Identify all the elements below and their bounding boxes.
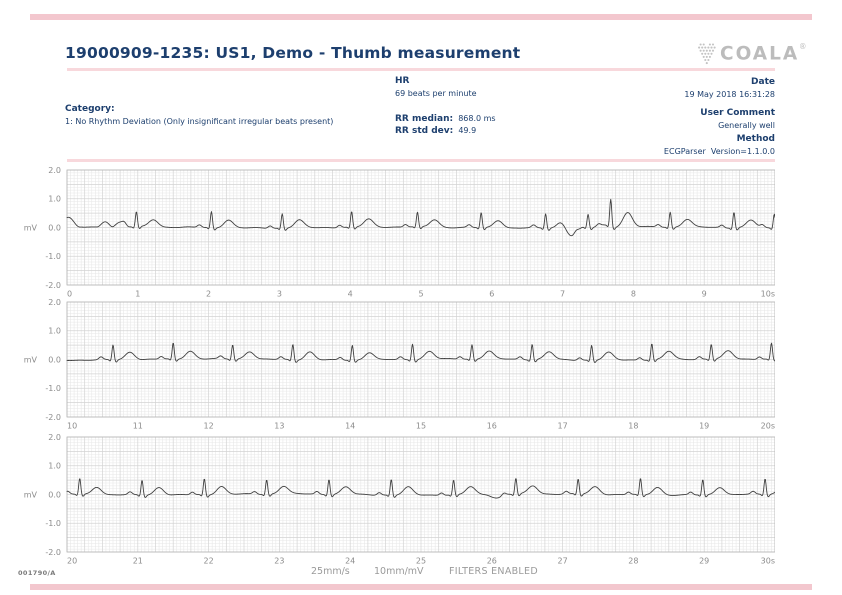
y-tick-label: -2.0 (45, 413, 61, 422)
x-tick-label: 5 (418, 290, 423, 299)
ecg-trace (66, 342, 775, 363)
ecg-strip-2: 10 11 12 13 14 15 16 17 18 19 20s 2.0 1.0 0.0 -1.0 -2.0… (21, 297, 775, 435)
x-tick-label: 21 (133, 557, 143, 566)
method-label: Method (736, 134, 775, 144)
y-tick-label: -1.0 (45, 384, 61, 393)
x-tick-label: 29 (699, 557, 709, 566)
paper-speed-label: 25mm/s (311, 566, 350, 577)
y-axis-unit-label: mV (24, 355, 38, 364)
ecg-trace (66, 478, 775, 499)
registered-trademark-icon: ® (799, 42, 807, 51)
x-tick-label: 15 (416, 422, 426, 431)
date-label: Date (751, 77, 775, 87)
bottom-accent-bar (30, 584, 812, 590)
y-tick-label: 0.0 (48, 490, 61, 499)
x-tick-label: 28 (628, 557, 638, 566)
x-tick-label: 6 (489, 290, 494, 299)
coala-heart-icon (698, 43, 716, 65)
x-tick-label: 19 (699, 422, 709, 431)
x-tick-label: 20s (761, 422, 775, 431)
y-tick-label: 0.0 (48, 223, 61, 232)
y-axis-unit-label: mV (24, 490, 38, 499)
x-tick-label: 20 (67, 557, 77, 566)
y-tick-label: 2.0 (48, 166, 61, 175)
coala-logo-graphic: COALA ® (698, 42, 807, 65)
y-tick-label: -2.0 (45, 548, 61, 557)
x-tick-label: 4 (348, 290, 353, 299)
plot-border (66, 301, 775, 418)
x-tick-label: 27 (558, 557, 568, 566)
x-tick-label: 11 (133, 422, 143, 431)
header-divider (67, 68, 775, 71)
x-tick-label: 26 (487, 557, 497, 566)
hr-value: 69 beats per minute (395, 89, 477, 98)
y-tick-label: -1.0 (45, 252, 61, 261)
y-tick-label: 1.0 (48, 195, 61, 204)
document-number: 001790/A (18, 569, 56, 577)
coala-logo: COALA ® (696, 40, 808, 70)
y-tick-label: 1.0 (48, 327, 61, 336)
rr-median-label: RR median: (395, 114, 454, 124)
y-tick-label: -2.0 (45, 281, 61, 290)
x-tick-label: 12 (204, 422, 214, 431)
method-value: ECGParser Version=1.1.0.0 (663, 147, 775, 156)
plot-border (66, 436, 775, 553)
x-tick-label: 13 (274, 422, 284, 431)
x-tick-label: 25 (416, 557, 426, 566)
x-tick-label: 16 (487, 422, 497, 431)
filters-status-label: FILTERS ENABLED (449, 566, 538, 577)
x-tick-label: 10s (761, 290, 775, 299)
x-tick-label: 10 (67, 422, 77, 431)
category-value: 1: No Rhythm Deviation (Only insignifica… (65, 117, 334, 126)
rr-median-value: 868.0 ms (458, 114, 496, 123)
y-tick-label: -1.0 (45, 519, 61, 528)
x-tick-label: 9 (702, 290, 707, 299)
y-tick-label: 2.0 (48, 298, 61, 307)
ecg-strip-2-svg: 10 11 12 13 14 15 16 17 18 19 20s 2.0 1.0 0.0 -1.0 -2.0… (24, 298, 775, 431)
y-axis-unit-label: mV (24, 223, 38, 232)
y-tick-label: 0.0 (48, 355, 61, 364)
x-tick-label: 3 (277, 290, 282, 299)
x-tick-label: 24 (345, 557, 355, 566)
x-tick-label: 1 (135, 290, 140, 299)
info-divider (67, 159, 775, 162)
ecg-grid-major (66, 301, 775, 418)
x-tick-label: 14 (345, 422, 355, 431)
top-accent-bar (30, 14, 812, 20)
user-comment-label: User Comment (700, 108, 775, 118)
x-tick-label: 17 (558, 422, 568, 431)
gain-label: 10mm/mV (374, 566, 424, 577)
x-tick-label: 0 (67, 290, 72, 299)
category-label: Category: (65, 104, 115, 114)
x-tick-label: 30s (761, 557, 775, 566)
x-tick-label: 8 (631, 290, 636, 299)
x-tick-label: 22 (204, 557, 214, 566)
y-tick-label: 1.0 (48, 462, 61, 471)
y-tick-label: 2.0 (48, 433, 61, 442)
page-title: 19000909-1235: US1, Demo - Thumb measure… (65, 44, 521, 62)
ecg-strip-1: 0 1 2 3 4 5 6 7 8 9 10s 2.0 1.0 0.0 -1.0 -2.0 mV (21, 165, 775, 303)
coala-logo-text: COALA (720, 44, 799, 65)
date-value: 19 May 2018 16:31:28 (684, 90, 775, 99)
x-tick-label: 23 (274, 557, 284, 566)
rr-median-row: RR median: 868.0 ms (395, 106, 496, 125)
ecg-trace (66, 198, 775, 237)
ecg-strip-1-svg: 0 1 2 3 4 5 6 7 8 9 10s 2.0 1.0 0.0 -1.0 -2.0 mV (24, 166, 775, 299)
plot-border (66, 169, 775, 286)
rr-std-row: RR std dev: 49.9 (395, 118, 476, 137)
x-tick-label: 18 (628, 422, 638, 431)
ecg-strip-3-svg: 20 21 22 23 24 25 26 27 28 29 30s 2.0 1.0 0.0 -1.0 -2.0… (24, 433, 775, 566)
ecg-strip-3: 20 21 22 23 24 25 26 27 28 29 30s 2.0 1.0 0.0 -1.0 -2.0… (21, 432, 775, 570)
user-comment-value: Generally well (718, 121, 775, 130)
rr-std-value: 49.9 (458, 126, 477, 135)
hr-label: HR (395, 76, 410, 86)
x-tick-label: 7 (560, 290, 565, 299)
rr-std-label: RR std dev: (395, 126, 454, 136)
x-tick-label: 2 (206, 290, 211, 299)
